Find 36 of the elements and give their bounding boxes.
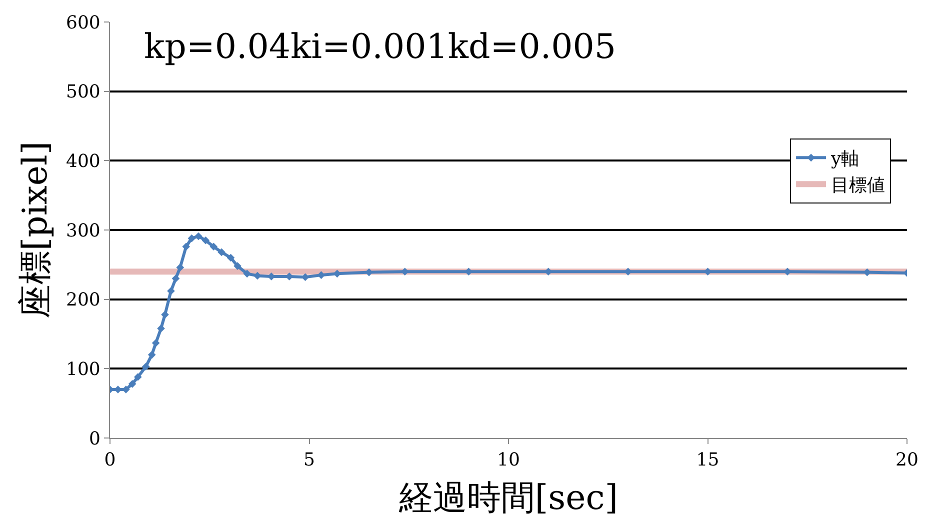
x-tick-label: 5 xyxy=(304,450,315,471)
y-tick-label: 200 xyxy=(66,290,100,311)
legend-label: 目標値 xyxy=(831,175,886,196)
point xyxy=(182,242,190,251)
point xyxy=(218,248,226,256)
point xyxy=(176,264,184,272)
y-axis-title: 座標[pixel] xyxy=(16,141,56,319)
point xyxy=(152,339,160,347)
point xyxy=(226,254,235,262)
y-tick-label: 300 xyxy=(66,220,100,242)
y-tick-label: 600 xyxy=(66,12,100,34)
point xyxy=(243,270,251,278)
point xyxy=(142,362,150,370)
point xyxy=(148,350,156,359)
point xyxy=(128,380,136,388)
x-tick-label: 0 xyxy=(104,450,116,471)
legend-label: y軸 xyxy=(830,148,860,170)
y-tick-label: 400 xyxy=(66,150,100,172)
y-tick-label: 500 xyxy=(66,82,100,103)
x-tick-label: 10 xyxy=(497,450,520,471)
y-tick-label: 0 xyxy=(88,428,100,450)
x-tick-label: 15 xyxy=(696,450,720,471)
point xyxy=(157,324,165,332)
point xyxy=(202,236,210,244)
point xyxy=(234,262,242,270)
point xyxy=(188,234,196,242)
point xyxy=(194,232,202,240)
point xyxy=(134,373,142,381)
y-tick-label: 100 xyxy=(66,358,100,380)
point xyxy=(161,310,169,318)
x-tick-label: 20 xyxy=(896,450,918,471)
x-axis-title: 経過時間[sec] xyxy=(398,478,618,518)
point xyxy=(172,274,180,282)
point xyxy=(210,242,218,251)
annotation: kp=0.04ki=0.001kd=0.005 xyxy=(144,27,616,67)
point xyxy=(167,287,175,295)
